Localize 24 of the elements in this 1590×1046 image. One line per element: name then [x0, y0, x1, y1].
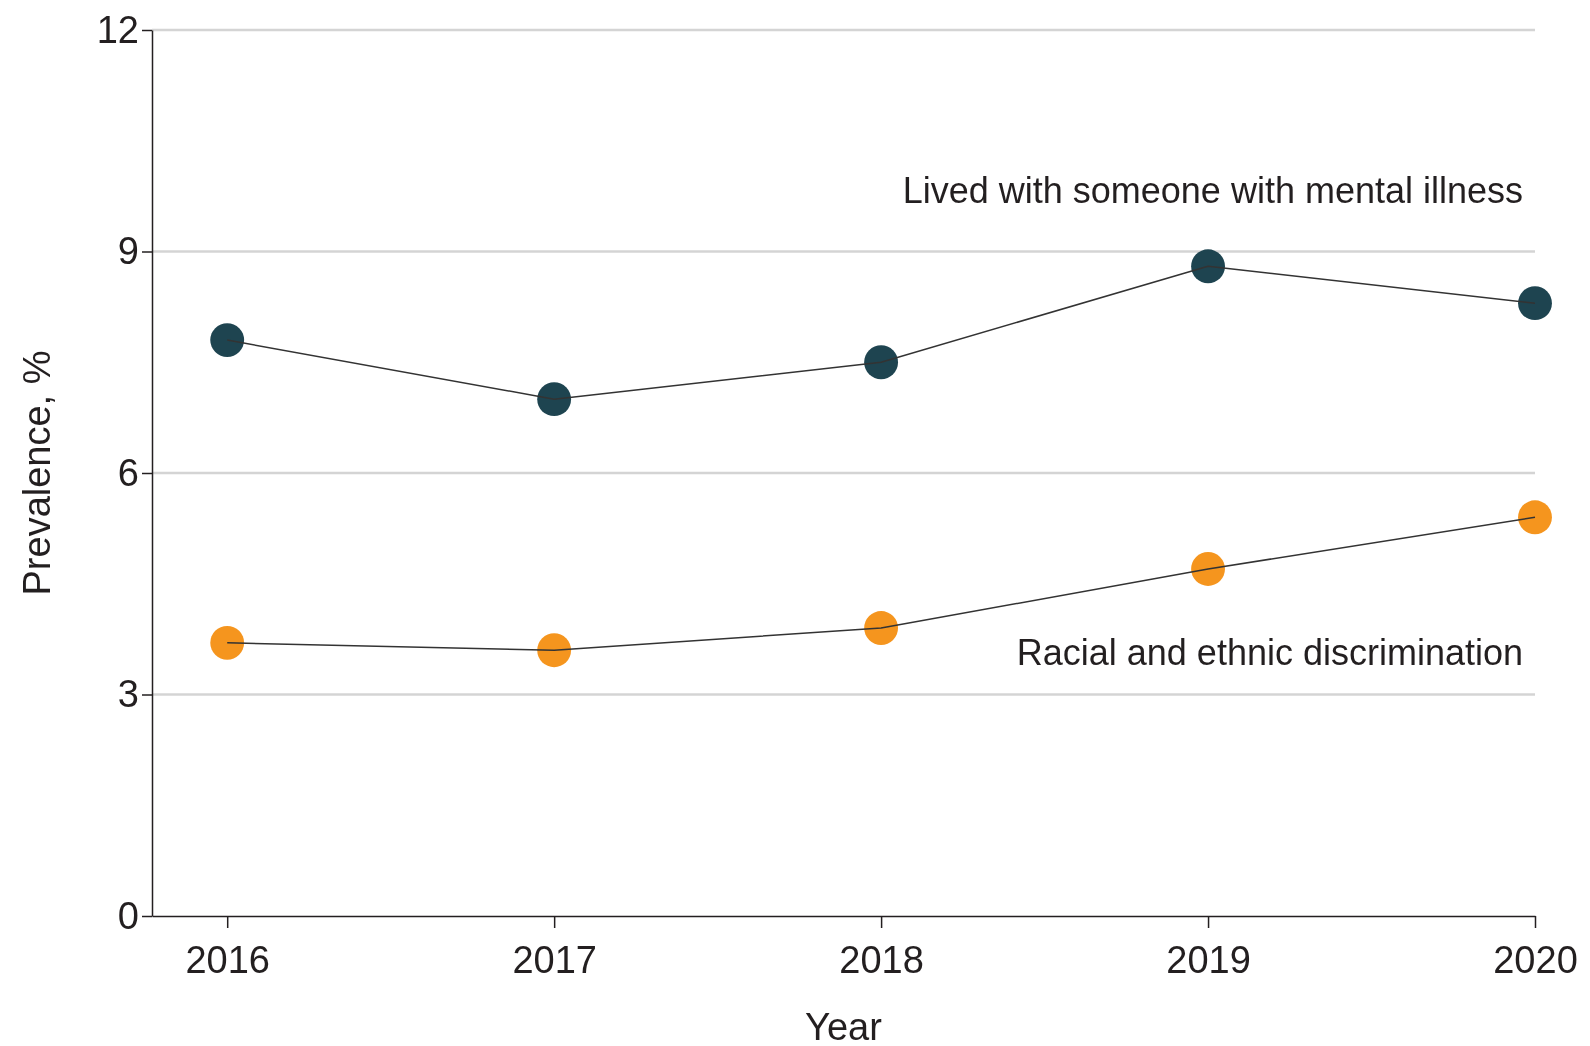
series-label: Lived with someone with mental illness [902, 170, 1523, 212]
point [537, 633, 572, 668]
x-axis-title: Year [805, 1006, 883, 1046]
point [1518, 286, 1552, 321]
point [210, 323, 245, 357]
y-tick-label: 9 [117, 230, 139, 273]
y-tick-label: 6 [117, 451, 139, 494]
y-tick-label: 3 [117, 673, 139, 716]
point [864, 345, 899, 380]
x-tick-label: 2017 [512, 938, 597, 981]
x-tick-label: 2019 [1166, 938, 1251, 981]
x-tick-label: 2016 [185, 938, 270, 981]
x-tick-label: 2020 [1493, 938, 1578, 981]
x-tick-label: 2018 [839, 938, 924, 981]
point [1191, 249, 1225, 284]
point [1518, 500, 1552, 535]
y-tick-label: 12 [96, 8, 139, 51]
series-label: Racial and ethnic discrimination [1016, 632, 1523, 674]
point [210, 625, 245, 660]
y-axis-title: Prevalence, % [16, 350, 58, 596]
point [537, 382, 572, 417]
y-tick-label: 0 [117, 894, 139, 937]
point [864, 611, 899, 645]
point [1191, 552, 1225, 586]
